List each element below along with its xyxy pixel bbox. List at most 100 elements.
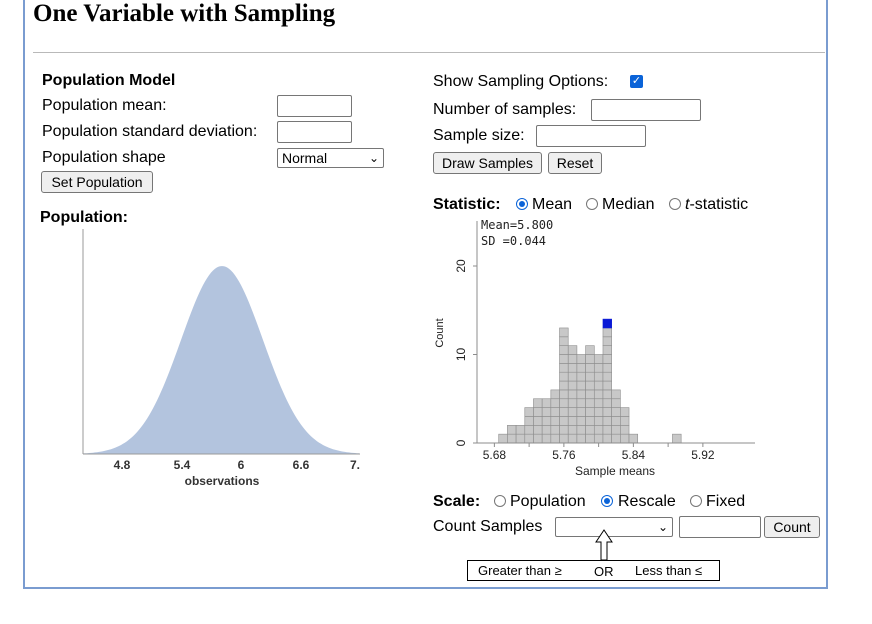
histogram-bar-cell — [585, 345, 595, 355]
draw-samples-button[interactable]: Draw Samples — [433, 152, 542, 174]
histogram-bar-cell — [593, 433, 604, 444]
histogram-y-tick-label: 10 — [454, 348, 468, 362]
count-comparison-select[interactable]: ⌄ — [555, 517, 673, 537]
histogram-bar-cell — [576, 398, 586, 408]
num-samples-input[interactable] — [591, 99, 701, 121]
scale-fixed-radio[interactable] — [690, 495, 702, 507]
histogram-bar-cell — [567, 363, 578, 373]
app-frame — [23, 0, 828, 589]
histogram-bar-cell — [611, 416, 621, 426]
population-shape-select[interactable]: Normal ⌄ — [277, 148, 384, 168]
histogram-bar-cell — [611, 425, 621, 435]
population-x-tick: 6 — [238, 458, 245, 472]
histogram-bar-cell — [507, 425, 517, 435]
t-italic: t — [685, 196, 690, 213]
histogram-bar-cell — [559, 380, 569, 391]
scale-rescale-radio[interactable] — [601, 495, 613, 507]
histogram-bar-cell — [602, 407, 612, 417]
population-x-tick: 4.8 — [114, 458, 131, 472]
reset-button[interactable]: Reset — [548, 152, 602, 174]
sample-size-label: Sample size: — [433, 127, 525, 144]
histogram-bar-cell — [672, 433, 682, 444]
histogram-x-label: Sample means — [575, 464, 655, 478]
histogram-bar-cell — [550, 416, 560, 426]
population-plot: 4.8 5.4 6 6.6 7. observations — [82, 229, 360, 488]
show-sampling-checkbox[interactable]: ✓ — [630, 75, 643, 88]
histogram-bar-cell — [602, 363, 612, 373]
statistic-t-radio[interactable] — [669, 198, 681, 210]
histogram-bar-cell — [550, 425, 560, 435]
statistic-median-radio[interactable] — [586, 198, 598, 210]
count-samples-label: Count Samples — [433, 518, 543, 535]
histogram-bar-cell — [559, 389, 569, 400]
statistic-median-label: Median — [602, 196, 655, 213]
sample-size-input[interactable] — [536, 125, 646, 147]
population-shape-label: Population shape — [42, 149, 166, 166]
histogram-bar-cell — [593, 363, 604, 373]
scale-population-radio[interactable] — [494, 495, 506, 507]
histogram-bar-cell — [593, 371, 604, 382]
histogram-x-tick-label: 5.84 — [622, 448, 646, 462]
histogram-bar-cell — [611, 433, 621, 444]
sample-means-histogram: Mean=5.800 SD =0.044 5.68 5.76 5.84 5.92 0 10… — [434, 218, 755, 478]
less-than-text: Less than ≤ — [635, 563, 703, 578]
sd-stat-text: SD =0.044 — [481, 234, 546, 248]
histogram-bar-cell — [541, 398, 552, 408]
population-mean-input[interactable] — [277, 95, 352, 117]
histogram-bar-cell — [533, 416, 543, 426]
count-button[interactable]: Count — [764, 516, 820, 538]
histogram-bar-cell — [602, 345, 612, 355]
set-population-button[interactable]: Set Population — [41, 171, 153, 193]
histogram-bar-cell — [620, 407, 630, 417]
histogram-bar-cell — [602, 416, 612, 426]
histogram-y-tick-label: 20 — [454, 259, 468, 273]
histogram-bar-cell — [559, 354, 569, 364]
divider — [33, 52, 825, 53]
histogram-bar-cell — [541, 433, 552, 444]
scale-population-label: Population — [510, 493, 586, 510]
histogram-bar-cell — [550, 389, 560, 400]
population-heading: Population: — [40, 209, 128, 226]
histogram-bar-cell — [524, 425, 534, 435]
population-x-tick: 5.4 — [174, 458, 191, 472]
histogram-bar-cell — [585, 398, 595, 408]
population-sd-label: Population standard deviation: — [42, 123, 258, 140]
histogram-bar-cell — [576, 389, 586, 400]
histogram-x-tick-label: 5.68 — [483, 448, 507, 462]
histogram-bar-cell — [559, 363, 569, 373]
histogram-bar-cell — [620, 433, 630, 444]
histogram-bar-cell — [593, 425, 604, 435]
histogram-bar-cell — [559, 425, 569, 435]
histogram-bar-cell — [620, 425, 630, 435]
histogram-bar-cell — [576, 380, 586, 391]
histogram-bar-cell — [611, 398, 621, 408]
histogram-bar-cell — [559, 398, 569, 408]
statistic-label: Statistic: — [433, 196, 501, 213]
population-shape-value: Normal — [282, 150, 328, 166]
histogram-bar-cell — [593, 416, 604, 426]
t-rest: -statistic — [689, 196, 749, 213]
histogram-bar-cell — [576, 407, 586, 417]
histogram-bar-cell — [576, 363, 586, 373]
page-title: One Variable with Sampling — [33, 0, 336, 27]
histogram-y-tick-label: 0 — [454, 439, 468, 446]
histogram-bar-cell — [585, 389, 595, 400]
histogram-x-tick-label: 5.92 — [691, 448, 715, 462]
histogram-bar-cell — [602, 398, 612, 408]
histogram-bar-cell — [550, 407, 560, 417]
population-sd-input[interactable] — [277, 121, 352, 143]
histogram-bar-cell — [576, 354, 586, 364]
histogram-bar-cell — [559, 416, 569, 426]
count-value-input[interactable] — [679, 516, 761, 538]
histogram-bar-cell — [611, 389, 621, 400]
histogram-bar-cell — [602, 380, 612, 391]
histogram-bar-cell — [593, 407, 604, 417]
histogram-bar-cell — [567, 398, 578, 408]
scale-label: Scale: — [433, 493, 481, 510]
histogram-y-label: Count — [434, 318, 446, 347]
population-density-curve — [83, 266, 360, 454]
histogram-bar-cell — [585, 380, 595, 391]
up-arrow-icon — [595, 529, 613, 561]
histogram-bar-cell — [585, 433, 595, 444]
statistic-mean-radio[interactable] — [516, 198, 528, 210]
